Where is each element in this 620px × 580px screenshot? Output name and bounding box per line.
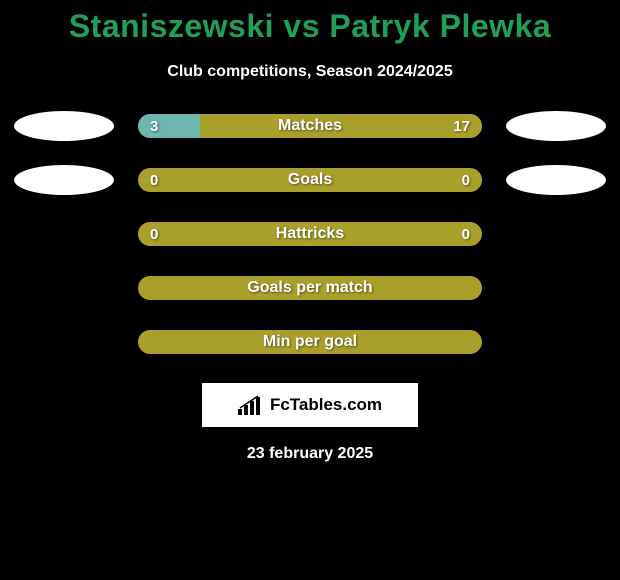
stat-label: Goals <box>138 168 482 192</box>
stat-row: 00Goals <box>0 165 620 195</box>
stat-row: Min per goal <box>0 327 620 357</box>
vs-text: vs <box>274 8 329 44</box>
stat-row: 317Matches <box>0 111 620 141</box>
player2-oval <box>506 111 606 141</box>
player1-name: Staniszewski <box>69 8 274 44</box>
stats-list: 317Matches 00Goals 00Hattricks Goals per ma… <box>0 111 620 357</box>
brand-icon <box>238 395 264 415</box>
subtitle: Club competitions, Season 2024/2025 <box>0 63 620 81</box>
stat-bar: Goals per match <box>138 276 482 300</box>
stat-row: Goals per match <box>0 273 620 303</box>
brand-badge: FcTables.com <box>202 383 418 427</box>
stat-row: 00Hattricks <box>0 219 620 249</box>
comparison-card: Staniszewski vs Patryk Plewka Club compe… <box>0 0 620 463</box>
player1-oval <box>14 111 114 141</box>
brand-text: FcTables.com <box>270 395 382 415</box>
player2-oval <box>506 165 606 195</box>
stat-bar: 317Matches <box>138 114 482 138</box>
player1-oval <box>14 165 114 195</box>
date-text: 23 february 2025 <box>0 445 620 463</box>
page-title: Staniszewski vs Patryk Plewka <box>0 8 620 45</box>
stat-label: Matches <box>138 114 482 138</box>
player2-name: Patryk Plewka <box>329 8 551 44</box>
stat-label: Goals per match <box>138 276 482 300</box>
stat-label: Hattricks <box>138 222 482 246</box>
stat-label: Min per goal <box>138 330 482 354</box>
stat-bar: 00Goals <box>138 168 482 192</box>
stat-bar: Min per goal <box>138 330 482 354</box>
stat-bar: 00Hattricks <box>138 222 482 246</box>
